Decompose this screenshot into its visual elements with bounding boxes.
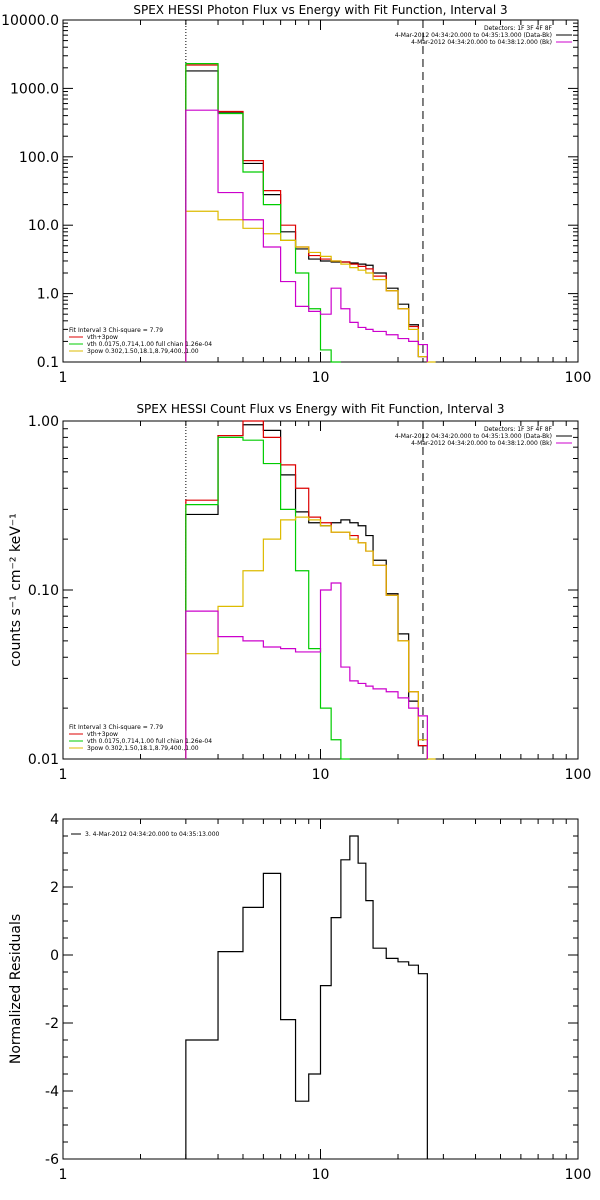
legend-entry: 4-Mar-2012 04:34:20.000 to 04:35:13.000 … — [395, 433, 552, 440]
count-flux-panel: SPEX HESSI Count Flux vs Energy with Fit… — [8, 402, 591, 783]
legend-entry: Detectors: 1F 3F 4F 8F — [484, 25, 553, 32]
series-line — [185, 210, 436, 363]
series-line — [185, 436, 350, 760]
y-tick-label: 1.00 — [28, 414, 59, 430]
legend-entry: vth+3pow — [87, 731, 118, 738]
series-line — [185, 516, 436, 760]
x-tick-label: 1 — [59, 370, 68, 386]
legend-entry: vth+3pow — [87, 334, 118, 341]
x-tick-label: 1 — [59, 1167, 68, 1183]
series-line — [185, 424, 428, 759]
y-tick-label: -6 — [45, 1152, 59, 1168]
legend-entry: 4-Mar-2012 04:34:20.000 to 04:35:13.000 … — [395, 32, 552, 39]
x-tick-label: 100 — [565, 1167, 592, 1183]
legend-entry: vth 0.0175,0.714,1.00 full chian 1.26e-0… — [87, 738, 212, 745]
y-tick-label: 0.10 — [28, 583, 59, 599]
x-tick-label: 100 — [565, 767, 592, 783]
photon-flux-panel: SPEX HESSI Photon Flux vs Energy with Fi… — [1, 3, 591, 386]
series-line — [185, 835, 428, 1159]
legend-entry: 4-Mar-2012 04:34:20.000 to 04:38:12.000 … — [411, 39, 552, 46]
y-tick-label: 0 — [50, 948, 59, 964]
series-line — [185, 109, 428, 362]
series-line — [185, 420, 428, 759]
y-tick-label: 2 — [50, 880, 59, 896]
legend-entry: Fit Interval 3 Chi-square = 7.79 — [69, 724, 163, 731]
series-line — [185, 63, 341, 363]
x-tick-label: 10 — [312, 370, 330, 386]
legend-entry: Fit Interval 3 Chi-square = 7.79 — [69, 327, 163, 334]
legend-entry: 3pow 0.302,1.50,18.1,8.79,400.,1.00 — [87, 348, 199, 355]
y-axis-label: Normalized Residuals — [8, 914, 24, 1064]
legend-entry: 3pow 0.302,1.50,18.1,8.79,400.,1.00 — [87, 745, 199, 752]
y-axis-label: counts s⁻¹ cm⁻² keV⁻¹ — [8, 513, 24, 667]
residuals-panel: Normalized Residuals 1 10 100 -6 -4 -2 0 2 4 3. 4… — [8, 812, 591, 1183]
y-tick-label: 4 — [50, 812, 59, 828]
y-tick-label: -2 — [45, 1016, 59, 1032]
x-tick-label: 10 — [312, 767, 330, 783]
x-tick-label: 10 — [312, 1167, 330, 1183]
legend-entry: Detectors: 1F 3F 4F 8F — [484, 426, 553, 433]
legend-entry: 3. 4-Mar-2012 04:34:20.000 to 04:35:13.0… — [85, 831, 220, 838]
y-tick-label: -4 — [45, 1084, 59, 1100]
y-tick-label: 100.0 — [19, 150, 59, 166]
legend-entry: 4-Mar-2012 04:34:20.000 to 04:38:12.000 … — [411, 440, 552, 447]
y-tick-label: 0.01 — [28, 752, 59, 768]
x-tick-label: 1 — [59, 767, 68, 783]
chart-title: SPEX HESSI Photon Flux vs Energy with Fi… — [133, 3, 507, 17]
series-line — [185, 70, 428, 362]
y-tick-label: 1.0 — [37, 287, 59, 303]
x-tick-label: 100 — [565, 370, 592, 386]
series-line — [185, 582, 428, 759]
y-tick-label: 1000.0 — [10, 81, 59, 97]
y-tick-label: 10.0 — [28, 218, 59, 234]
series-line — [185, 64, 428, 362]
y-tick-label: 10000.0 — [1, 13, 59, 29]
legend-entry: vth 0.0175,0.714,1.00 full chian 1.26e-0… — [87, 341, 212, 348]
y-tick-label: 0.1 — [37, 355, 59, 371]
chart-title: SPEX HESSI Count Flux vs Energy with Fit… — [136, 402, 504, 416]
